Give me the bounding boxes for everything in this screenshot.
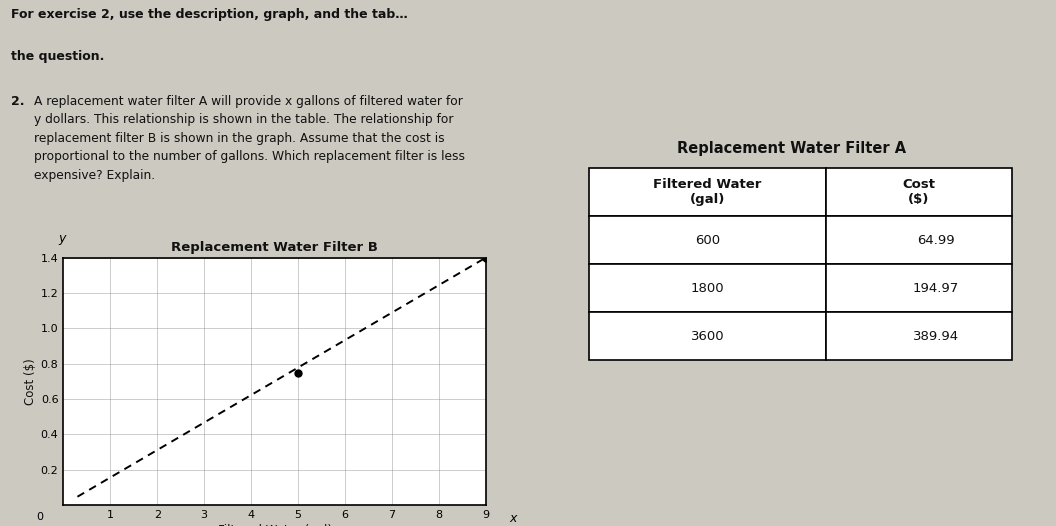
Bar	[589, 312, 826, 360]
Bar	[589, 216, 826, 264]
Text: 1800: 1800	[691, 282, 724, 295]
Bar	[826, 168, 1012, 216]
Bar	[589, 264, 826, 312]
Text: 2.: 2.	[12, 95, 25, 108]
Bar	[826, 216, 1012, 264]
Text: 3600: 3600	[691, 330, 724, 343]
Text: 64.99: 64.99	[917, 234, 955, 247]
Bar	[589, 168, 826, 216]
Text: 194.97: 194.97	[912, 282, 959, 295]
Text: y: y	[59, 232, 67, 245]
X-axis label: Filtered Water (gal): Filtered Water (gal)	[218, 524, 332, 526]
Text: the question.: the question.	[12, 50, 105, 63]
Text: x: x	[509, 512, 516, 525]
Bar	[826, 264, 1012, 312]
Bar	[826, 312, 1012, 360]
Text: 0: 0	[36, 512, 43, 522]
Text: Cost
($): Cost ($)	[902, 178, 936, 206]
Title: Replacement Water Filter B: Replacement Water Filter B	[171, 241, 378, 254]
Text: Replacement Water Filter A: Replacement Water Filter A	[678, 141, 906, 156]
Text: Filtered Water
(gal): Filtered Water (gal)	[654, 178, 761, 206]
Text: A replacement water filter A will provide x gallons of filtered water for
y doll: A replacement water filter A will provid…	[34, 95, 466, 182]
Text: For exercise 2, use the description, graph, and the tab…: For exercise 2, use the description, gra…	[12, 8, 409, 22]
Text: 389.94: 389.94	[912, 330, 959, 343]
Y-axis label: Cost ($): Cost ($)	[23, 358, 37, 404]
Text: 600: 600	[695, 234, 720, 247]
